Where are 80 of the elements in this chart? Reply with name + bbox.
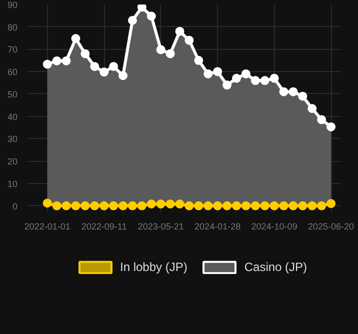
x-tick-label: 2022-01-01 [24, 222, 70, 232]
point [156, 45, 166, 54]
point [260, 201, 270, 210]
x-tick-label: 2022-09-11 [81, 222, 127, 232]
point [250, 76, 260, 86]
point [288, 201, 298, 210]
point [118, 71, 128, 80]
point [213, 201, 222, 210]
point [204, 69, 213, 78]
point [288, 87, 298, 96]
y-tick-label: 60 [7, 67, 18, 78]
point [71, 34, 80, 43]
x-tick-label: 2024-10-09 [251, 222, 298, 232]
point [100, 68, 109, 77]
point [222, 80, 232, 90]
y-tick-label: 90 [7, 0, 18, 10]
point [175, 200, 184, 208]
point [184, 201, 194, 210]
legend-label: In lobby (JP) [120, 260, 188, 274]
point [90, 201, 100, 210]
point [175, 26, 184, 36]
point [146, 12, 156, 21]
point [80, 201, 90, 210]
point [166, 200, 175, 208]
point [109, 201, 118, 210]
point [52, 201, 62, 210]
point [194, 201, 204, 210]
point [279, 201, 288, 210]
x-tick-label: 2025-06-20 [308, 222, 354, 232]
y-tick-label: 80 [7, 22, 18, 32]
point [204, 201, 213, 210]
point [42, 60, 52, 69]
legend-label: Casino (JP) [244, 260, 308, 274]
y-tick-label: 50 [7, 89, 18, 100]
point [279, 87, 288, 96]
y-tick-label: 20 [7, 156, 18, 167]
point [90, 62, 100, 71]
point [298, 92, 308, 101]
point [42, 198, 52, 208]
point [270, 74, 279, 83]
point [213, 67, 222, 76]
point [317, 115, 326, 124]
point [241, 69, 250, 78]
point [317, 201, 326, 210]
y-tick-label: 0 [12, 201, 18, 212]
point [232, 201, 241, 210]
point [118, 201, 128, 210]
y-tick-label: 70 [7, 44, 18, 55]
point [166, 49, 175, 58]
point [241, 201, 250, 210]
point [137, 4, 146, 12]
point [62, 201, 71, 210]
point [80, 49, 90, 58]
point [62, 56, 71, 66]
point [52, 56, 62, 66]
point [184, 36, 194, 45]
point [71, 201, 80, 210]
point [222, 201, 232, 210]
point [326, 122, 336, 132]
point [156, 200, 166, 208]
point [128, 201, 137, 210]
point [260, 76, 270, 86]
point [232, 74, 241, 83]
point [326, 199, 336, 208]
x-tick-label: 2023-05-21 [138, 222, 184, 232]
x-tick-label: 2024-01-28 [194, 222, 241, 232]
point [250, 201, 260, 210]
point [128, 16, 137, 25]
y-tick-label: 10 [7, 178, 18, 189]
point [137, 201, 146, 210]
point [298, 201, 308, 210]
point [109, 62, 118, 71]
point [308, 201, 317, 210]
point [270, 201, 279, 210]
point [100, 201, 109, 210]
point [308, 104, 317, 113]
y-tick-label: 40 [7, 112, 18, 122]
y-tick-label: 30 [7, 134, 18, 144]
point [194, 56, 204, 65]
point [146, 200, 156, 208]
